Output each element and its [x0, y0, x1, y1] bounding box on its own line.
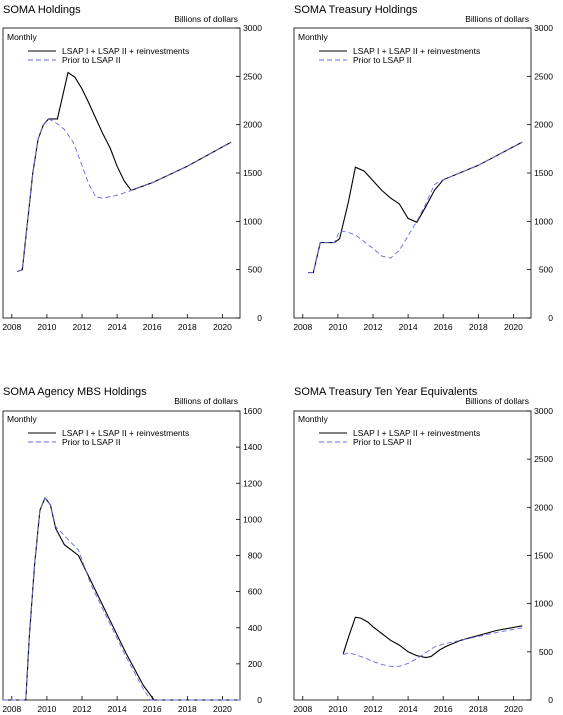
plot-frame: [293, 410, 532, 701]
y-tick-label: 2500: [534, 454, 553, 464]
y-tick-label: 0: [257, 695, 262, 705]
y-tick-label: 2000: [534, 120, 553, 130]
series-line: [3, 496, 240, 701]
y-tick-label: 0: [257, 313, 262, 323]
legend-label: LSAP I + LSAP II + reinvestments: [353, 428, 480, 438]
plot-frame: [2, 410, 241, 701]
series-line: [308, 141, 523, 274]
legend-label: LSAP I + LSAP II + reinvestments: [353, 46, 480, 56]
y-tick-label: 2000: [243, 120, 262, 130]
series-line: [3, 496, 240, 701]
y-tick-label: 1500: [534, 551, 553, 561]
y-tick-label: 0: [548, 313, 553, 323]
x-tick-label: 2008: [293, 704, 312, 714]
y-tick-label: 200: [248, 659, 262, 669]
y-tick-label: 2000: [534, 502, 553, 512]
y-tick-label: 1000: [243, 514, 262, 524]
legend-label: Prior to LSAP II: [353, 55, 411, 65]
y-tick-label: 2500: [534, 71, 553, 81]
y-tick-label: 800: [248, 551, 262, 561]
chart-panel: SOMA Holdings Billions of dollars Monthly 0…: [2, 4, 262, 332]
x-tick-label: 2016: [143, 322, 162, 332]
plot-frame: [293, 27, 532, 319]
series-line: [343, 627, 523, 667]
frequency-note: Monthly: [298, 414, 329, 424]
legend-label: LSAP I + LSAP II + reinvestments: [62, 46, 189, 56]
frequency-note: Monthly: [7, 414, 38, 424]
x-tick-label: 2016: [143, 704, 162, 714]
y-tick-label: 500: [539, 647, 553, 657]
x-tick-label: 2014: [108, 322, 127, 332]
chart-panel: SOMA Agency MBS Holdings Billions of doll…: [2, 386, 262, 714]
x-tick-label: 2020: [213, 322, 232, 332]
chart-title: SOMA Holdings: [3, 4, 81, 16]
unit-label: Billions of dollars: [465, 396, 529, 406]
y-tick-label: 1200: [243, 478, 262, 488]
y-tick-label: 1000: [534, 599, 553, 609]
chart-panel: SOMA Treasury Holdings Billions of dollar…: [293, 4, 553, 332]
x-tick-label: 2012: [73, 704, 92, 714]
x-tick-label: 2008: [293, 322, 312, 332]
y-tick-label: 1000: [243, 216, 262, 226]
x-tick-label: 2018: [178, 704, 197, 714]
unit-label: Billions of dollars: [174, 14, 238, 24]
unit-label: Billions of dollars: [465, 14, 529, 24]
x-tick-label: 2012: [364, 322, 383, 332]
series-line: [16, 71, 232, 273]
series-line: [342, 616, 523, 659]
x-tick-label: 2014: [399, 322, 418, 332]
legend-label: LSAP I + LSAP II + reinvestments: [62, 428, 189, 438]
y-tick-label: 500: [539, 265, 553, 275]
legend-label: Prior to LSAP II: [353, 437, 411, 447]
y-tick-label: 1500: [534, 168, 553, 178]
x-tick-label: 2020: [504, 322, 523, 332]
chart-title: SOMA Treasury Holdings: [294, 4, 418, 16]
x-tick-label: 2020: [504, 704, 523, 714]
x-tick-label: 2012: [364, 704, 383, 714]
x-tick-label: 2020: [213, 704, 232, 714]
x-tick-label: 2010: [37, 704, 56, 714]
y-tick-label: 3000: [534, 406, 553, 416]
y-tick-label: 0: [548, 695, 553, 705]
x-tick-label: 2008: [2, 704, 21, 714]
plot-frame: [2, 27, 241, 319]
x-tick-label: 2014: [108, 704, 127, 714]
series-line: [308, 141, 523, 274]
x-tick-label: 2012: [73, 322, 92, 332]
x-tick-label: 2018: [178, 322, 197, 332]
y-tick-label: 1000: [534, 216, 553, 226]
x-tick-label: 2016: [434, 322, 453, 332]
y-tick-label: 2500: [243, 71, 262, 81]
x-tick-label: 2010: [328, 704, 347, 714]
chart-title: SOMA Agency MBS Holdings: [3, 386, 147, 398]
y-tick-label: 500: [248, 265, 262, 275]
x-tick-label: 2018: [469, 704, 488, 714]
legend-label: Prior to LSAP II: [62, 55, 120, 65]
x-tick-label: 2014: [399, 704, 418, 714]
x-tick-label: 2010: [328, 322, 347, 332]
y-tick-label: 600: [248, 587, 262, 597]
x-tick-label: 2018: [469, 322, 488, 332]
chart-title: SOMA Treasury Ten Year Equivalents: [294, 386, 478, 398]
frequency-note: Monthly: [7, 32, 38, 42]
legend-label: Prior to LSAP II: [62, 437, 120, 447]
unit-label: Billions of dollars: [174, 396, 238, 406]
y-tick-label: 1500: [243, 168, 262, 178]
series-line: [16, 118, 232, 273]
y-tick-label: 1600: [243, 406, 262, 416]
x-tick-label: 2010: [37, 322, 56, 332]
frequency-note: Monthly: [298, 32, 329, 42]
y-tick-label: 400: [248, 623, 262, 633]
chart-panel: SOMA Treasury Ten Year EquivalentsBillio…: [293, 386, 553, 714]
x-tick-label: 2016: [434, 704, 453, 714]
y-tick-label: 3000: [243, 23, 262, 33]
y-tick-label: 3000: [534, 23, 553, 33]
x-tick-label: 2008: [2, 322, 21, 332]
y-tick-label: 1400: [243, 442, 262, 452]
